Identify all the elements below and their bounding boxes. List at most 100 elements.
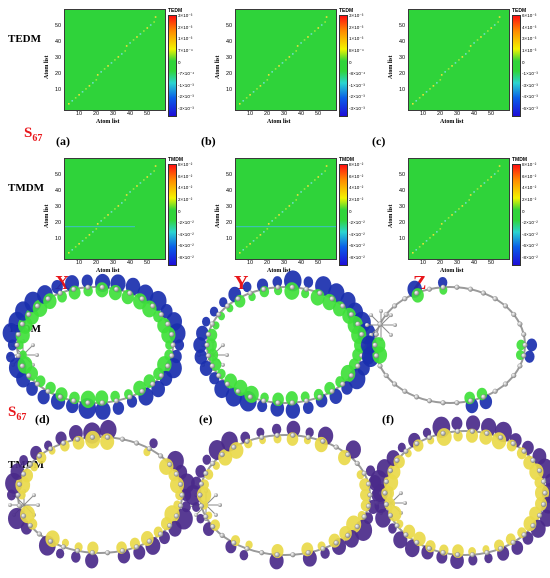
atom	[521, 331, 527, 337]
atom	[354, 460, 360, 466]
diagonal-element	[473, 191, 475, 193]
orbital-lobe-positive	[239, 549, 249, 561]
diagonal-element	[114, 208, 116, 210]
orbital-lobe-positive	[302, 401, 314, 414]
diagonal-element	[325, 16, 328, 18]
y-tick-label: 40	[55, 188, 62, 194]
atom	[75, 548, 81, 554]
atom	[383, 372, 389, 379]
diagonal-element	[464, 53, 467, 55]
y-tick-label: 50	[226, 172, 233, 178]
x-tick-label: 40	[471, 260, 478, 266]
atom	[45, 296, 51, 302]
orbital-lobe-negative	[45, 530, 60, 548]
diagonal-element	[288, 56, 291, 58]
panel-label-f: (f)	[382, 412, 394, 426]
diagonal-element	[288, 205, 291, 207]
diagonal-element	[439, 79, 442, 81]
diagonal-element	[436, 82, 438, 84]
diagonal-element	[136, 36, 138, 38]
diagonal-element	[124, 50, 127, 52]
diagonal-element	[263, 231, 265, 233]
orbital-lobe-positive	[360, 335, 377, 355]
atom	[134, 544, 140, 550]
diagonal-element	[114, 59, 116, 61]
molecule-ring	[5, 419, 195, 569]
atom	[303, 286, 309, 292]
diagonal-element	[110, 62, 113, 64]
atom	[16, 503, 22, 509]
orbital-lobe-positive	[85, 552, 99, 569]
diagonal-element	[490, 27, 493, 29]
diagonal-element	[71, 249, 74, 251]
atom	[219, 452, 225, 458]
orbital-lobe-negative	[271, 543, 284, 559]
diagonal-element	[68, 252, 70, 254]
diagonal-element	[96, 223, 99, 225]
atom	[36, 531, 42, 537]
molecule-ring	[360, 276, 538, 414]
hydrogen-atom	[30, 343, 35, 348]
orbital-lobe-negative	[87, 541, 99, 555]
diagonal-element	[300, 42, 302, 44]
diagonal-element	[454, 62, 457, 64]
atom	[198, 503, 204, 509]
colorbar-tick-label: -4×10⁻²	[178, 231, 194, 237]
y-tick-label: 40	[399, 188, 406, 194]
atom	[150, 381, 156, 387]
orbital-lobe-negative	[207, 348, 219, 362]
atom	[179, 492, 185, 498]
cage-bond	[380, 314, 392, 326]
diagonal-element	[468, 199, 471, 201]
atom	[383, 311, 389, 318]
diagonal-element	[129, 42, 131, 44]
orbital-lobe-positive	[194, 349, 208, 365]
colorbar-tick-label: 4×10⁻²	[349, 185, 364, 191]
atom	[27, 522, 33, 529]
atom	[530, 523, 536, 529]
colorbar	[512, 15, 521, 117]
atom	[510, 440, 516, 447]
orbital-lobe-negative	[229, 442, 244, 459]
orbital-lobe-negative	[452, 544, 464, 558]
heatmap-plot	[235, 9, 337, 111]
atom	[119, 548, 125, 554]
orbital-lobe-negative	[206, 328, 218, 342]
atom	[105, 550, 111, 556]
atom	[317, 394, 323, 400]
diagonal-element	[422, 243, 424, 245]
heatmap-plot	[64, 9, 166, 111]
diagonal-element	[266, 228, 269, 230]
diagonal-element	[117, 205, 120, 207]
x-tick-label: 40	[298, 260, 305, 266]
diagonal-element	[278, 65, 280, 67]
atom	[521, 448, 527, 454]
colorbar-tick-label: -2×10⁻²	[178, 220, 194, 226]
atom	[173, 471, 180, 477]
heatmap-plot	[408, 158, 510, 260]
orbital-lobe-negative	[140, 531, 154, 546]
diagonal-element	[440, 223, 443, 225]
colorbar-tick-label: 1×10⁻³	[349, 36, 364, 42]
diagonal-element	[274, 217, 277, 219]
diagonal-element	[267, 74, 270, 76]
orbital-lobe-positive	[209, 306, 219, 317]
colorbar-tick-label: 7×10⁻⁴	[178, 47, 193, 53]
colorbar-tick-label: -1×10⁻³	[178, 82, 194, 88]
diagonal-element	[120, 53, 123, 55]
diagonal-element	[310, 33, 313, 35]
atom	[203, 514, 209, 520]
colorbar-tick-label: -4×10⁻³	[522, 94, 538, 100]
diagonal-element	[143, 30, 145, 32]
hydrogen-atom	[220, 362, 225, 367]
diagonal-element	[103, 68, 106, 70]
atom	[502, 303, 508, 309]
atom	[14, 342, 20, 348]
panel-label-c: (c)	[372, 134, 386, 148]
orbital-lobe-positive	[184, 484, 202, 506]
y-axis-label: Atom list	[388, 204, 394, 229]
diagonal-element	[285, 59, 287, 61]
atom	[113, 398, 119, 404]
diagonal-element	[451, 65, 453, 67]
hydrogen-atom	[365, 323, 369, 327]
